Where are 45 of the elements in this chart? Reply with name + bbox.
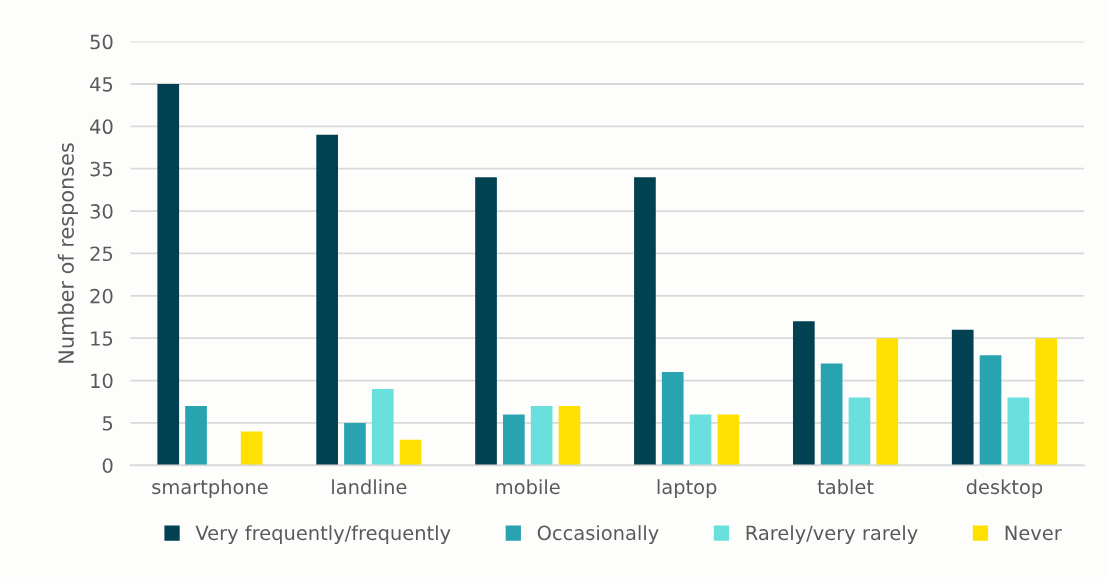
x-tick-label: smartphone xyxy=(152,479,268,498)
bar xyxy=(185,405,207,466)
bar xyxy=(820,363,843,466)
bar xyxy=(316,134,338,466)
bar xyxy=(876,338,899,466)
y-tick-label: 30 xyxy=(90,204,113,219)
x-tick-label: desktop xyxy=(966,479,1043,498)
y-tick-label: 45 xyxy=(90,77,113,92)
x-tick-label: tablet xyxy=(817,479,874,495)
bar xyxy=(661,372,684,466)
legend-label: Occasionally xyxy=(537,525,659,544)
bar xyxy=(1035,338,1057,466)
y-tick-label: 0 xyxy=(102,458,113,473)
bar xyxy=(240,431,263,466)
bar xyxy=(475,177,497,466)
y-tick-label: 10 xyxy=(91,373,113,389)
y-tick-label: 5 xyxy=(102,416,113,431)
y-axis-title: Number of responses xyxy=(57,143,78,363)
bar xyxy=(344,422,366,466)
bar xyxy=(1007,397,1030,466)
bar xyxy=(371,389,394,466)
bar xyxy=(848,397,871,466)
legend-label: Rarely/very rarely xyxy=(746,525,918,544)
bar xyxy=(503,414,525,466)
y-tick-label: 25 xyxy=(90,246,113,262)
y-tick-label: 35 xyxy=(90,161,113,177)
x-tick-label: laptop xyxy=(657,479,717,498)
legend-label: Very frequently/frequently xyxy=(195,525,451,544)
y-tick-label: 15 xyxy=(91,331,113,346)
bar xyxy=(157,83,180,466)
y-tick-label: 20 xyxy=(90,288,113,304)
x-tick-label: landline xyxy=(332,479,407,495)
bar xyxy=(717,414,740,466)
y-tick-label: 50 xyxy=(90,34,113,50)
bar xyxy=(792,321,815,466)
bar xyxy=(979,355,1002,466)
bar xyxy=(530,405,553,466)
bar xyxy=(689,414,712,466)
bar xyxy=(634,177,656,466)
x-tick-label: mobile xyxy=(496,479,560,495)
bar xyxy=(399,439,422,466)
y-tick-label: 40 xyxy=(90,119,113,135)
legend-label: Never xyxy=(1005,525,1062,541)
bar xyxy=(951,329,974,466)
bar xyxy=(558,405,581,466)
